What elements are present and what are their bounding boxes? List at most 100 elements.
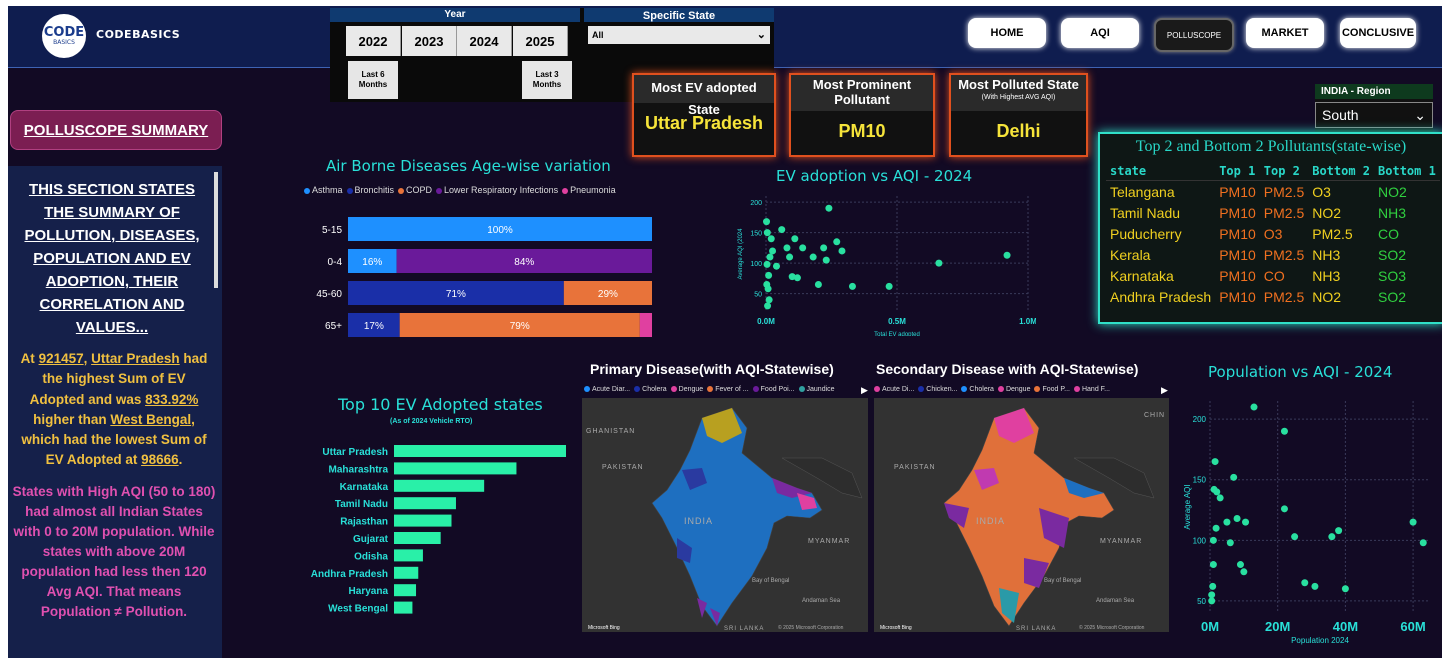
bar-segment[interactable] xyxy=(639,313,652,337)
scatter-point[interactable] xyxy=(1213,488,1221,496)
bar-segment[interactable] xyxy=(348,249,397,273)
scatter-point[interactable] xyxy=(1216,494,1224,502)
table-header-1[interactable]: Top 1 xyxy=(1215,162,1260,181)
scatter-point[interactable] xyxy=(1233,515,1241,523)
scatter-point[interactable] xyxy=(1280,505,1288,513)
scatter-point[interactable] xyxy=(766,253,774,261)
scatter-point[interactable] xyxy=(763,218,771,226)
state-dropdown[interactable]: All ⌄ xyxy=(588,26,770,44)
bar[interactable] xyxy=(394,514,452,527)
scatter-point[interactable] xyxy=(809,253,817,261)
scatter-point[interactable] xyxy=(848,282,856,290)
scatter-point[interactable] xyxy=(935,259,943,267)
scatter-point[interactable] xyxy=(763,229,771,237)
table-header-2[interactable]: Top 2 xyxy=(1259,162,1309,181)
legend-next-icon[interactable]: ▶ xyxy=(1161,386,1168,396)
bar-segment[interactable] xyxy=(563,281,652,305)
scatter-point[interactable] xyxy=(822,256,830,264)
scatter-point[interactable] xyxy=(825,204,833,212)
bar[interactable] xyxy=(394,584,417,597)
scatter-point[interactable] xyxy=(765,296,773,304)
scatter-point[interactable] xyxy=(1291,533,1299,541)
scatter-point[interactable] xyxy=(1209,536,1217,544)
scatter-point[interactable] xyxy=(1003,251,1011,259)
scatter-point[interactable] xyxy=(764,302,772,310)
scatter-point[interactable] xyxy=(1311,582,1319,590)
bar[interactable] xyxy=(394,497,456,510)
year-2023-button[interactable]: 2023 xyxy=(402,26,457,56)
bar[interactable] xyxy=(394,479,485,492)
year-2022-button[interactable]: 2022 xyxy=(346,26,401,56)
legend-next-icon[interactable]: ▶ xyxy=(861,386,868,396)
bar[interactable] xyxy=(394,445,566,457)
nav-conclusive-button[interactable]: CONCLUSIVE xyxy=(1340,18,1416,48)
scatter-point[interactable] xyxy=(783,244,791,252)
bar[interactable] xyxy=(394,566,419,579)
scatter-point[interactable] xyxy=(833,238,841,246)
scatter-point[interactable] xyxy=(788,273,796,281)
last-6-months-button[interactable]: Last 6 Months xyxy=(348,61,398,99)
scatter-point[interactable] xyxy=(1280,427,1288,435)
scatter-point[interactable] xyxy=(799,244,807,252)
scatter-point[interactable] xyxy=(1328,533,1336,541)
scatter-point[interactable] xyxy=(1250,403,1258,411)
bar-segment[interactable] xyxy=(399,313,640,337)
secondary-disease-map[interactable]: CHIN PAKISTAN INDIA MYANMAR Bay of Benga… xyxy=(874,398,1169,632)
scatter-point[interactable] xyxy=(1341,585,1349,593)
scatter-point[interactable] xyxy=(763,260,771,268)
scatter-point[interactable] xyxy=(885,282,893,290)
last-3-months-button[interactable]: Last 3 Months xyxy=(522,61,572,99)
scatter-point[interactable] xyxy=(814,281,822,289)
scatter-point[interactable] xyxy=(1409,518,1417,526)
scatter-point[interactable] xyxy=(1236,561,1244,569)
scatter-point[interactable] xyxy=(1301,579,1309,587)
table-header-0[interactable]: state xyxy=(1106,162,1216,181)
table-header-3[interactable]: Bottom 2 xyxy=(1308,162,1375,181)
scatter-point[interactable] xyxy=(1419,539,1427,547)
legend-dot xyxy=(961,386,968,393)
bar[interactable] xyxy=(394,601,413,614)
bar-segment[interactable] xyxy=(396,249,652,273)
scatter-point[interactable] xyxy=(1209,582,1217,590)
bar[interactable] xyxy=(394,549,423,562)
legend-item: Dengue xyxy=(670,386,703,393)
year-2024-button[interactable]: 2024 xyxy=(457,26,512,56)
scatter-point[interactable] xyxy=(793,274,801,282)
scatter-point[interactable] xyxy=(763,281,771,289)
scatter-point[interactable] xyxy=(1212,524,1220,532)
scatter-point[interactable] xyxy=(1209,561,1217,569)
scatter-point[interactable] xyxy=(1208,591,1216,599)
scatter-point[interactable] xyxy=(1223,518,1231,526)
year-2025-button[interactable]: 2025 xyxy=(513,26,568,56)
scatter-point[interactable] xyxy=(1211,458,1219,466)
scatter-point[interactable] xyxy=(838,247,846,255)
region-dropdown[interactable]: South ⌄ xyxy=(1315,102,1433,128)
nav-polluscope-button[interactable]: POLLUSCOPE xyxy=(1154,18,1234,52)
nav-home-button[interactable]: HOME xyxy=(968,18,1046,48)
scatter-point[interactable] xyxy=(778,226,786,234)
bar-segment[interactable] xyxy=(348,217,652,241)
summary-scrollbar[interactable] xyxy=(214,172,218,288)
scatter-point[interactable] xyxy=(1226,539,1234,547)
nav-market-button[interactable]: MARKET xyxy=(1246,18,1324,48)
bar-segment[interactable] xyxy=(348,313,400,337)
scatter-point[interactable] xyxy=(1335,527,1343,535)
table-header-4[interactable]: Bottom 1 xyxy=(1374,162,1440,181)
legend-item: Acute Di... xyxy=(874,386,914,393)
scatter-point[interactable] xyxy=(820,244,828,252)
bar-segment[interactable] xyxy=(348,281,564,305)
scatter-point[interactable] xyxy=(1230,473,1238,481)
scatter-point[interactable] xyxy=(1240,568,1248,576)
scatter-point[interactable] xyxy=(1208,597,1216,605)
bar[interactable] xyxy=(394,462,517,475)
scatter-point[interactable] xyxy=(772,262,780,270)
scatter-point[interactable] xyxy=(786,253,794,261)
bar[interactable] xyxy=(394,532,441,544)
scatter-point[interactable] xyxy=(769,247,777,255)
scatter-point[interactable] xyxy=(765,271,773,279)
scatter-point[interactable] xyxy=(791,235,799,243)
nav-aqi-button[interactable]: AQI xyxy=(1061,18,1139,48)
scatter-point[interactable] xyxy=(767,235,775,243)
primary-disease-map[interactable]: GHANISTAN PAKISTAN INDIA MYANMAR Bay of … xyxy=(582,398,868,632)
scatter-point[interactable] xyxy=(1242,518,1250,526)
